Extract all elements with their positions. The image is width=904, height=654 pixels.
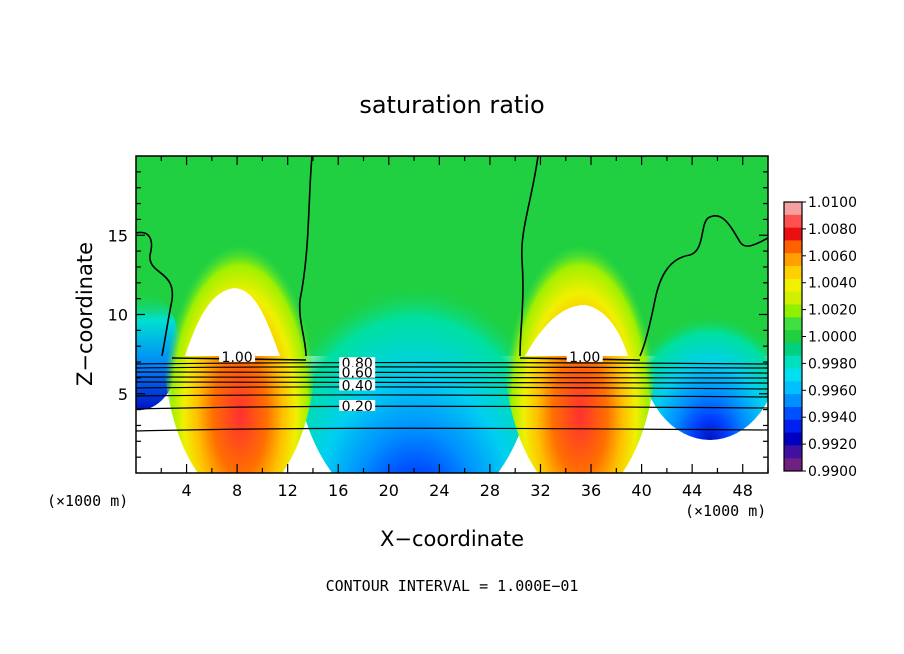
colorbar-tick-label: 0.9980 xyxy=(808,356,857,372)
plot-area: 1.00 1.000.800.600.400.20 xyxy=(136,156,768,473)
colorbar-tick-label: 1.0000 xyxy=(808,330,857,346)
colorbar-tick-label: 1.0040 xyxy=(808,276,857,292)
contour-0-40 xyxy=(136,386,768,390)
colorbar-band xyxy=(784,355,802,370)
x-tick-label: 20 xyxy=(379,481,399,500)
contour-label: 1.00 xyxy=(569,350,600,366)
contour-label-background xyxy=(339,366,376,378)
x-axis: 4 8 12 16 20 24 28 32 36 40 44 48 xyxy=(160,156,769,500)
contour-interval-note: CONTOUR INTERVAL = 1.000E−01 xyxy=(326,577,579,595)
y-tick-label: 10 xyxy=(108,306,128,325)
colorbar-band xyxy=(784,368,802,382)
colorbar-band xyxy=(784,445,802,459)
contour-0-90 xyxy=(136,361,768,365)
colorbar-band xyxy=(784,291,802,305)
x-tick-label: 32 xyxy=(530,481,550,500)
x-tick-label: 28 xyxy=(480,481,500,500)
colorbar-band xyxy=(784,278,802,293)
x-tick-label: 4 xyxy=(181,481,191,500)
colorbar-tick-label: 0.9920 xyxy=(808,437,857,453)
colorbar-band xyxy=(784,394,802,408)
colorbar-band xyxy=(784,253,802,267)
contour-label: 0.40 xyxy=(342,378,373,394)
colorbar-band xyxy=(784,419,802,434)
colorbar: 1.0100 1.0080 1.0060 1.0040 1.0020 1.0000 0.99… xyxy=(783,195,857,480)
contour-label-background xyxy=(566,350,603,362)
colorbar-band xyxy=(784,304,802,318)
colorbar-band xyxy=(784,381,802,395)
colorbar-tick-label: 0.9960 xyxy=(808,383,857,399)
contour-1-00-left-plume xyxy=(298,156,313,357)
blue-region-center xyxy=(295,180,535,473)
x-tick-label: 36 xyxy=(581,481,601,500)
y-axis-label: Z−coordinate xyxy=(73,242,97,386)
colorbar-tick-label: 1.0060 xyxy=(808,249,857,265)
contour-label: 1.00 xyxy=(222,350,253,366)
x-unit-label-right: (×1000 m) xyxy=(685,502,766,520)
colorbar-band xyxy=(784,240,802,254)
contour-label-background xyxy=(339,379,376,391)
colorbar-band xyxy=(784,266,802,280)
chart-title: saturation ratio xyxy=(359,91,544,119)
colorbar-band xyxy=(784,342,802,357)
x-tick-label: 12 xyxy=(278,481,298,500)
x-tick-label: 48 xyxy=(733,481,753,500)
colorbar-tick-label: 0.9940 xyxy=(808,410,857,426)
x-unit-label-left: (×1000 m) xyxy=(47,492,128,510)
contour-0-10 xyxy=(136,427,768,432)
blue-region-right xyxy=(640,260,768,440)
contour-1-00-right-plume-left xyxy=(519,156,539,357)
colorbar-band xyxy=(784,406,802,421)
contour-label-background xyxy=(339,400,376,412)
colorbar-tick-label: 1.0020 xyxy=(808,303,857,319)
contour-0-30 xyxy=(136,394,768,398)
colorbar-band xyxy=(784,227,802,241)
colorbar-tick-label: 1.0100 xyxy=(808,195,857,211)
contour-1-00-right-plume-right xyxy=(639,215,768,357)
x-tick-label: 24 xyxy=(429,481,449,500)
x-tick-label: 40 xyxy=(631,481,651,500)
contour-label: 0.60 xyxy=(342,366,373,382)
contour-labels: 1.00 1.000.800.600.400.20 xyxy=(219,350,603,415)
contour-1-00-left-boundary xyxy=(136,231,174,357)
x-tick-label: 8 xyxy=(232,481,242,500)
colorbar-band xyxy=(784,458,802,472)
contour-0-20 xyxy=(136,405,768,410)
y-tick-label: 5 xyxy=(118,385,128,404)
colorbar-band xyxy=(784,214,802,229)
colorbar-tick-label: 1.0080 xyxy=(808,222,857,238)
colorbar-band xyxy=(784,432,802,446)
colorbar-band xyxy=(784,202,802,216)
y-tick-label: 15 xyxy=(108,226,128,245)
contour-label: 0.20 xyxy=(342,399,373,415)
colorbar-tick-label: 0.9900 xyxy=(808,464,857,480)
plume-left-core xyxy=(185,288,280,356)
colorbar-band xyxy=(784,330,802,344)
x-tick-label: 44 xyxy=(682,481,702,500)
contour-label-background xyxy=(219,350,256,362)
plume-right-core xyxy=(525,305,628,356)
x-axis-label: X−coordinate xyxy=(380,527,524,551)
y-axis: 5 10 15 xyxy=(108,171,768,458)
colorbar-band xyxy=(784,317,802,331)
x-tick-label: 16 xyxy=(328,481,348,500)
contour-0-80 xyxy=(136,366,768,369)
contour-label-background xyxy=(339,357,376,369)
